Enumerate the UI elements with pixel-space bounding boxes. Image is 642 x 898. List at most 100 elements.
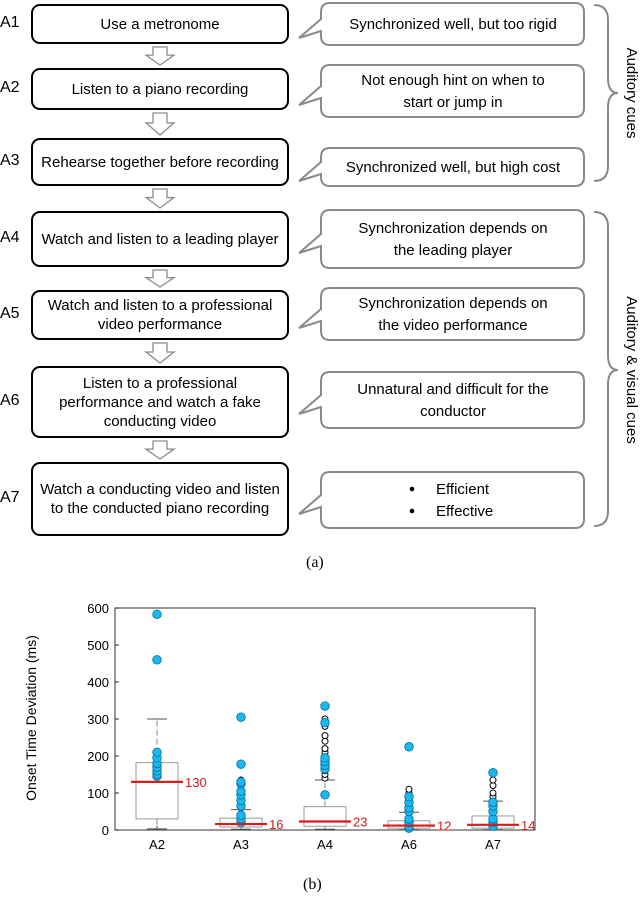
- median-label: 12: [437, 819, 451, 834]
- outlier-open: [321, 748, 329, 756]
- box-a6: 12: [383, 742, 451, 834]
- outlier-open: [153, 752, 161, 760]
- outlier-open: [489, 776, 497, 784]
- data-point: [320, 764, 330, 774]
- comment-callout: [298, 147, 585, 187]
- iqr-box: [219, 817, 263, 828]
- caption-b: (b): [303, 876, 322, 893]
- data-point: [152, 609, 162, 619]
- bullet-dot: [409, 508, 415, 514]
- data-point: [152, 747, 162, 758]
- data-point: [236, 810, 246, 820]
- x-tick-label: A3: [233, 837, 249, 852]
- step-id-a4: A4: [0, 229, 20, 246]
- outlier-open: [489, 789, 497, 797]
- group-label-audiovisual: Auditory & visual cues: [623, 296, 640, 444]
- outlier-open: [321, 752, 329, 760]
- y-tick-label: 200: [87, 749, 109, 764]
- x-tick-label: A2: [149, 837, 165, 852]
- outlier-open: [237, 804, 245, 812]
- step-id-a5: A5: [0, 305, 20, 322]
- outlier-open: [489, 796, 497, 804]
- flow-arrow: [144, 112, 176, 136]
- flow-arrow: [144, 342, 176, 364]
- data-point: [152, 758, 162, 769]
- data-point: [152, 766, 162, 776]
- outlier-open: [405, 800, 413, 808]
- y-axis-label: Onset Time Deviation (ms): [23, 635, 39, 801]
- x-tick-label: A4: [317, 837, 333, 852]
- outlier-open: [237, 776, 245, 784]
- comment-text: the video performance: [378, 317, 527, 334]
- data-point: [488, 806, 498, 817]
- bullet-dot: [409, 486, 415, 492]
- flow-arrows: [143, 46, 177, 460]
- data-point: [152, 762, 162, 772]
- y-tick-label: 600: [87, 601, 109, 616]
- outlier-open: [321, 771, 329, 778]
- brace-auditory: [593, 4, 619, 182]
- step-id-a1: A1: [0, 14, 20, 31]
- data-point: [404, 821, 414, 832]
- comment-text: Not enough hint on when to: [361, 72, 544, 89]
- step-id-a3: A3: [0, 152, 20, 169]
- outlier-open: [153, 771, 161, 778]
- data-point: [404, 742, 414, 752]
- step-box-a1: Use a metronome: [31, 4, 289, 44]
- data-point: [320, 718, 330, 728]
- diagram-graphics: Synchronized well, but too rigid Not enou…: [143, 2, 640, 529]
- outlier-open: [321, 759, 329, 767]
- median-label: 14: [521, 818, 535, 833]
- y-tick-label: 100: [87, 786, 109, 801]
- data-point: [488, 767, 498, 778]
- step-box-a6: Listen to a professional performance and…: [31, 366, 289, 438]
- box-a4: 23: [299, 701, 367, 830]
- step-box-a4: Watch and listen to a leading player: [31, 211, 289, 267]
- data-point: [236, 779, 246, 789]
- data-point: [152, 753, 162, 763]
- comment-text: Synchronized well, but high cost: [346, 159, 561, 176]
- plot-frame: [114, 607, 536, 831]
- iqr-box: [303, 806, 347, 827]
- outlier-open: [321, 774, 329, 782]
- data-point: [236, 759, 246, 769]
- data-point: [404, 806, 414, 817]
- comment-callout: [298, 287, 585, 341]
- comment-text: Unnatural and difficult for the: [357, 381, 549, 398]
- step-id-a7: A7: [0, 489, 20, 506]
- data-point: [488, 801, 498, 811]
- outlier-open: [405, 796, 413, 804]
- outlier-open: [237, 793, 245, 801]
- outlier-open: [405, 804, 413, 812]
- data-point: [152, 769, 162, 780]
- data-point: [320, 753, 330, 763]
- comment-callouts: Synchronized well, but too rigid Not enou…: [298, 2, 585, 529]
- y-tick-label: 300: [87, 712, 109, 727]
- iqr-box: [387, 820, 431, 829]
- outlier-open: [321, 715, 329, 723]
- chart-boxes: 130 16 23 12 14: [131, 609, 535, 834]
- brace-audiovisual: [593, 211, 619, 527]
- data-point: [236, 801, 246, 811]
- step-box-a5: Watch and listen to a professional video…: [31, 290, 289, 340]
- comment-callout: [298, 209, 585, 269]
- outlier-open: [153, 765, 161, 773]
- median-label: 16: [269, 817, 283, 832]
- box-a3: 16: [215, 712, 283, 832]
- flow-arrow: [144, 188, 176, 209]
- outlier-open: [237, 800, 245, 808]
- data-point: [488, 817, 498, 828]
- outlier-open: [405, 785, 413, 793]
- data-point: [404, 797, 414, 807]
- outlier-open: [153, 756, 161, 764]
- outlier-open: [405, 793, 413, 801]
- step-id-a6: A6: [0, 392, 20, 409]
- outlier-open: [237, 780, 245, 788]
- data-point: [488, 814, 498, 824]
- outlier-open: [237, 796, 245, 804]
- data-point: [236, 777, 246, 787]
- outlier-open: [153, 767, 161, 775]
- x-tick-label: A7: [485, 837, 501, 852]
- data-point: [404, 803, 414, 813]
- outlier-open: [153, 761, 161, 769]
